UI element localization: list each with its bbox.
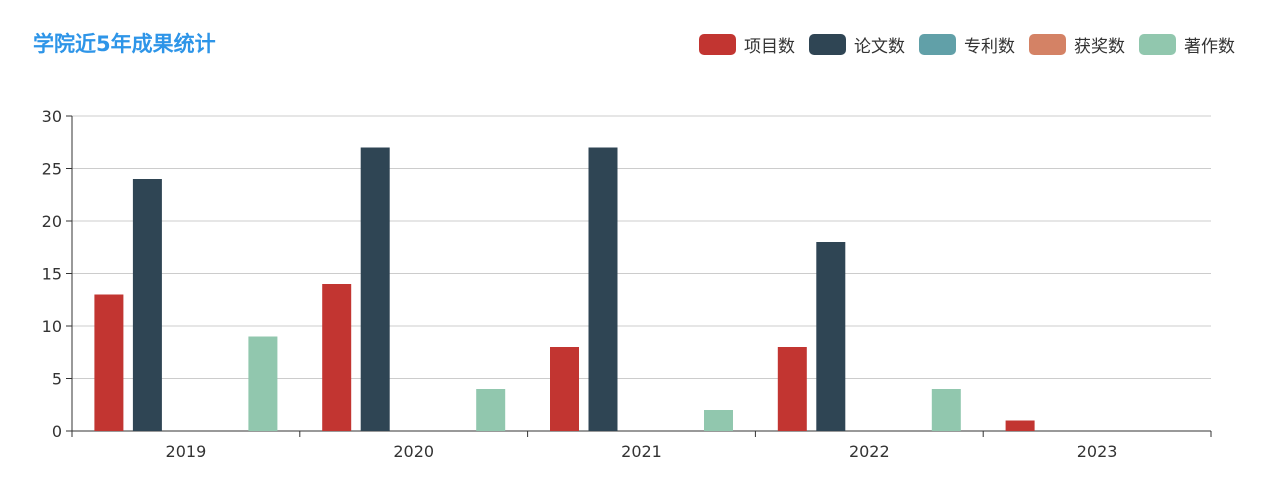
bar [94, 294, 124, 431]
legend-item[interactable]: 著作数 [1139, 32, 1235, 57]
legend-swatch [809, 34, 846, 55]
legend-swatch [919, 34, 956, 55]
y-tick-label: 25 [42, 160, 62, 179]
bar [476, 389, 506, 431]
y-tick-label: 20 [42, 212, 62, 231]
y-tick-label: 30 [42, 107, 62, 126]
bar [816, 242, 846, 431]
legend-label: 项目数 [744, 37, 795, 57]
bar [588, 147, 618, 431]
bar [550, 347, 579, 431]
legend-swatch [1139, 34, 1176, 55]
bar [931, 389, 961, 431]
y-tick-label: 10 [42, 317, 62, 336]
bar [777, 347, 807, 431]
bar [1005, 420, 1035, 431]
x-tick-label: 2021 [621, 442, 662, 461]
bar [248, 336, 278, 431]
x-tick-label: 2022 [849, 442, 890, 461]
chart-title: 学院近5年成果统计 [33, 32, 216, 56]
x-tick-label: 2023 [1077, 442, 1118, 461]
bar [360, 147, 390, 431]
legend-item[interactable]: 获奖数 [1029, 32, 1125, 57]
legend-label: 著作数 [1184, 37, 1235, 57]
legend-swatch [699, 34, 736, 55]
legend-item[interactable]: 专利数 [919, 32, 1015, 57]
bar [704, 410, 733, 431]
bar [322, 284, 352, 431]
y-tick-label: 15 [42, 265, 62, 284]
legend: 项目数 论文数 专利数 获奖数 著作数 [699, 32, 1235, 57]
legend-swatch [1029, 34, 1066, 55]
legend-label: 专利数 [964, 37, 1015, 57]
legend-item[interactable]: 论文数 [809, 32, 905, 57]
bar [132, 179, 162, 431]
x-tick-label: 2020 [393, 442, 434, 461]
legend-label: 论文数 [854, 37, 905, 57]
legend-item[interactable]: 项目数 [699, 32, 795, 57]
y-tick-label: 5 [52, 370, 62, 389]
y-tick-label: 0 [52, 422, 62, 441]
legend-label: 获奖数 [1074, 37, 1125, 57]
x-tick-label: 2019 [166, 442, 207, 461]
